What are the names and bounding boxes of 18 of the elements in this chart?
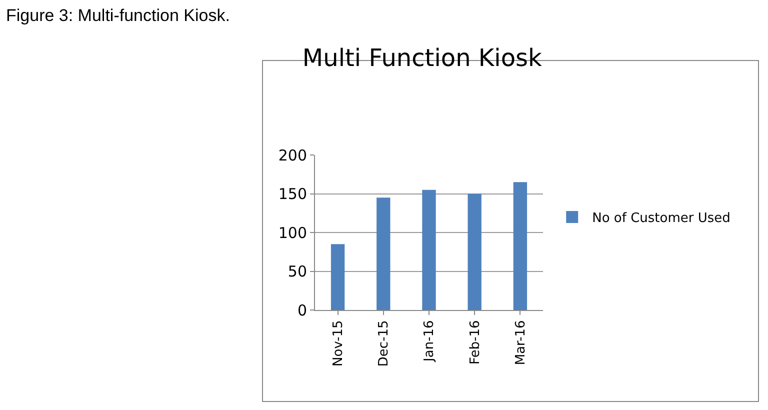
bar (330, 244, 345, 310)
x-tick-label: Nov-15 (331, 320, 346, 366)
bar (422, 190, 436, 310)
caption: Figure 3: Multi-function Kiosk. (6, 6, 230, 26)
x-tick-label: Dec-15 (376, 320, 392, 367)
y-tick-label: 0 (297, 301, 307, 320)
legend-label: No of Customer Used (592, 211, 730, 226)
bar (468, 194, 482, 310)
y-tick-label: 200 (278, 146, 307, 164)
chart-title: Multi Function Kiosk (302, 44, 542, 72)
y-tick-label: 100 (278, 224, 307, 242)
y-tick-label: 150 (278, 185, 307, 203)
bar (376, 198, 390, 310)
x-tick-label: Feb-16 (468, 320, 483, 364)
x-tick-label: Mar-16 (513, 320, 528, 366)
bar (513, 182, 528, 310)
x-tick-label: Jan-16 (422, 320, 438, 362)
y-tick-label: 50 (288, 262, 307, 280)
